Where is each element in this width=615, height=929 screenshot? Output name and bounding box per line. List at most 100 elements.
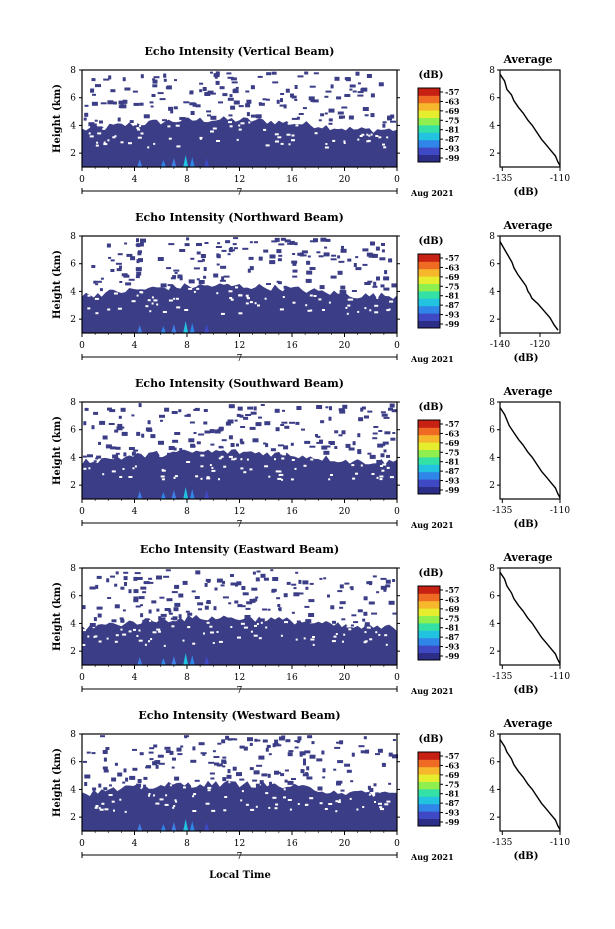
- echo-speck: [328, 118, 333, 122]
- data-gap: [133, 628, 136, 631]
- echo-plume: [137, 657, 143, 665]
- data-gap: [386, 800, 391, 803]
- echo-speck: [372, 285, 378, 288]
- echo-speck: [360, 407, 364, 412]
- profile-line: [499, 571, 561, 664]
- echo-speck: [125, 777, 129, 782]
- echo-speck: [256, 739, 261, 742]
- echo-speck: [236, 772, 242, 777]
- echo-speck: [261, 773, 268, 777]
- data-gap: [287, 799, 292, 801]
- data-gap: [283, 788, 286, 791]
- echo-speck: [120, 101, 126, 103]
- data-gap: [153, 794, 155, 797]
- echo-speck: [337, 255, 341, 259]
- data-gap: [370, 133, 373, 136]
- data-gap: [256, 623, 259, 625]
- data-gap: [337, 801, 341, 803]
- echo-speck: [329, 406, 332, 411]
- echo-speck: [109, 409, 116, 413]
- data-gap: [291, 134, 295, 137]
- echo-speck: [138, 258, 143, 263]
- data-gap: [128, 142, 132, 145]
- data-gap: [133, 123, 138, 126]
- date-day-label: 7: [237, 354, 243, 364]
- x-tick-label: 16: [286, 175, 298, 185]
- echo-speck: [93, 280, 97, 284]
- echo-speck: [339, 606, 344, 609]
- echo-speck: [173, 269, 180, 272]
- data-gap: [343, 140, 346, 143]
- data-gap: [289, 808, 292, 811]
- data-gap: [94, 806, 98, 809]
- data-gap: [282, 453, 286, 456]
- echo-speck: [249, 241, 253, 244]
- colorbar-tick-label: -69: [445, 106, 460, 116]
- colorbar-tick-label: -81: [445, 125, 459, 135]
- data-gap: [243, 471, 247, 474]
- echo-speck: [129, 775, 136, 780]
- colorbar-tick-label: -99: [445, 153, 460, 163]
- echo-speck: [115, 262, 122, 265]
- echo-speck: [110, 446, 117, 450]
- echo-speck: [369, 454, 376, 459]
- colorbar-tick-label: -87: [445, 798, 459, 808]
- echo-speck: [380, 284, 385, 288]
- echo-speck: [344, 94, 351, 97]
- echo-speck: [327, 594, 330, 598]
- data-gap: [112, 136, 116, 139]
- colorbar-tick-label: -93: [445, 144, 460, 154]
- echo-speck: [305, 772, 309, 777]
- echo-speck: [363, 736, 367, 740]
- echo-speck: [373, 783, 377, 787]
- echo-speck: [350, 586, 354, 591]
- echo-speck: [383, 287, 390, 291]
- data-gap: [99, 808, 104, 811]
- data-gap: [199, 136, 203, 139]
- profile-x-tick-label: -135: [492, 672, 512, 682]
- colorbar-tick-label: -69: [445, 438, 460, 448]
- data-gap: [122, 633, 127, 636]
- echo-speck: [255, 422, 262, 427]
- data-gap: [277, 136, 282, 139]
- echo-speck: [321, 445, 328, 450]
- echo-speck: [184, 736, 188, 739]
- echo-speck: [325, 238, 331, 242]
- echo-speck: [371, 253, 378, 258]
- echo-speck: [166, 267, 172, 270]
- echo-speck: [191, 590, 196, 593]
- echo-speck: [280, 773, 285, 777]
- echo-speck: [274, 237, 280, 242]
- echo-speck: [170, 277, 176, 280]
- data-gap: [382, 463, 387, 466]
- echo-speck: [388, 407, 393, 411]
- data-gap: [138, 639, 143, 642]
- data-gap: [149, 619, 152, 622]
- echo-speck: [316, 758, 323, 762]
- echo-speck: [330, 258, 337, 261]
- data-gap: [163, 644, 166, 647]
- echo-speck: [105, 444, 112, 449]
- data-gap: [101, 802, 105, 805]
- echo-speck: [192, 746, 196, 751]
- echo-speck: [316, 435, 321, 438]
- profile-y-tick-label: 4: [489, 619, 495, 629]
- echo-speck: [370, 93, 375, 98]
- echo-speck: [281, 421, 288, 424]
- echo-speck: [370, 113, 375, 118]
- echo-speck: [178, 614, 182, 619]
- echo-plume: [189, 821, 195, 831]
- data-gap: [290, 478, 294, 481]
- echo-speck: [242, 247, 249, 250]
- data-gap: [87, 294, 91, 297]
- profile-y-tick-label: 4: [489, 453, 495, 463]
- y-tick-label: 4: [70, 287, 76, 297]
- data-gap: [292, 301, 296, 304]
- echo-speck: [119, 281, 123, 283]
- echo-speck: [185, 610, 190, 613]
- echo-speck: [279, 104, 285, 107]
- echo-speck: [334, 76, 340, 81]
- echo-speck: [380, 577, 387, 580]
- echo-speck: [313, 238, 318, 243]
- profile-y-tick-label: 4: [489, 785, 495, 795]
